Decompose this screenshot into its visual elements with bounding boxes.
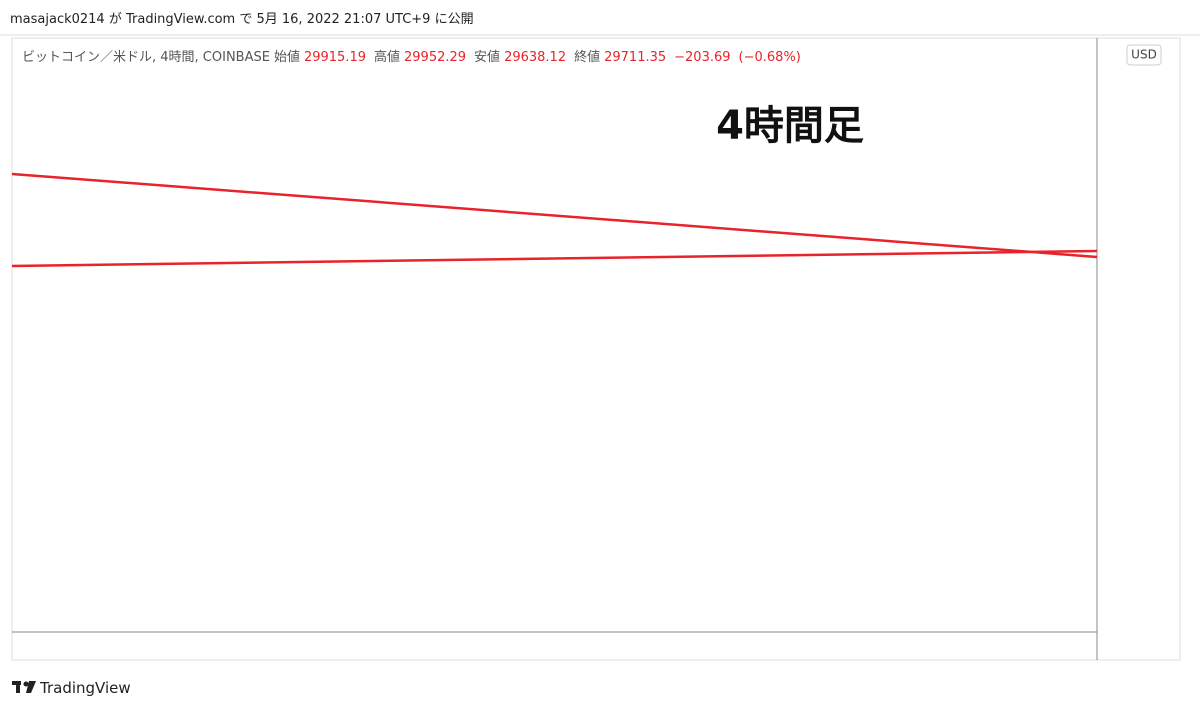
currency-box	[1126, 44, 1162, 66]
annotation-box	[50, 472, 630, 630]
annotation-title: 4時間足	[716, 103, 864, 149]
trend-line	[12, 172, 1097, 259]
legend-change-pct: (−0.68%)	[738, 50, 801, 65]
header: masajack0214 が TradingView.com で 5月 16, …	[10, 12, 474, 27]
legend-change: −203.69	[674, 50, 731, 65]
currency: USD	[1131, 48, 1157, 62]
footer: TradingView	[40, 679, 131, 697]
legend-key: 始値	[273, 50, 300, 65]
chart-frame	[11, 37, 1181, 661]
legend-value: 29915.19	[303, 50, 366, 65]
legend-key: 安値	[474, 50, 501, 65]
legend-value: 29952.29	[404, 50, 467, 65]
logo	[12, 681, 36, 693]
legend-symbol: ビットコイン／米ドル, 4時間, COINBASE	[22, 50, 270, 65]
legend-key: 終値	[574, 50, 601, 65]
legend-value: 29711.35	[604, 50, 667, 65]
legend-value: 29638.12	[504, 50, 567, 65]
trend-line	[12, 249, 1097, 268]
legend-key: 高値	[374, 50, 401, 65]
legend: ビットコイン／米ドル, 4時間, COINBASE 始値 29915.19 高値 299…	[22, 46, 809, 65]
